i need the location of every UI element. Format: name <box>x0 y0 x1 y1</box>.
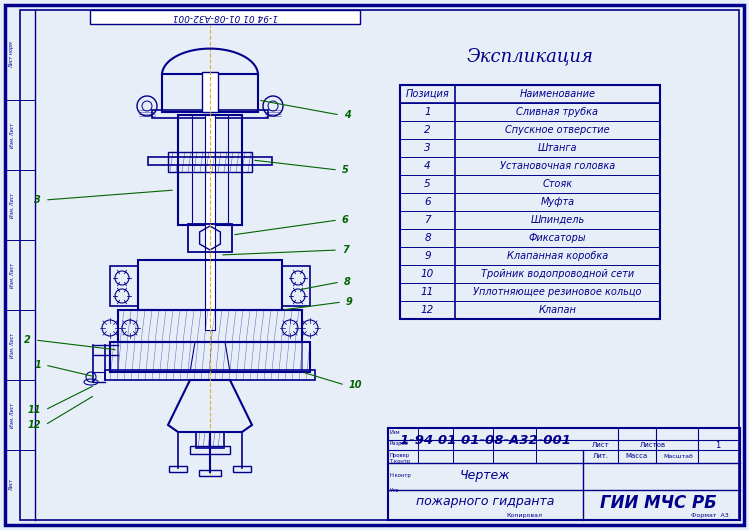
Text: Установочная головка: Установочная головка <box>500 161 615 171</box>
Text: Изм. Лист: Изм. Лист <box>10 402 14 428</box>
Text: 6: 6 <box>424 197 431 207</box>
Text: Позиция: Позиция <box>406 89 449 99</box>
Bar <box>169 466 187 472</box>
Text: 4: 4 <box>344 110 351 120</box>
Text: 1: 1 <box>424 107 431 117</box>
Bar <box>110 342 310 372</box>
Text: 6: 6 <box>342 215 349 225</box>
Text: Масса: Масса <box>626 453 648 459</box>
Text: 7: 7 <box>424 215 431 225</box>
Text: Провер: Провер <box>390 453 410 457</box>
Bar <box>196 432 224 448</box>
Text: Н.контр: Н.контр <box>390 473 412 479</box>
Text: 1: 1 <box>34 360 41 370</box>
Text: 11: 11 <box>28 405 41 415</box>
Text: Лист: Лист <box>592 442 610 448</box>
Bar <box>199 470 221 476</box>
Text: 9: 9 <box>424 251 431 261</box>
Text: Утв: Утв <box>390 488 399 492</box>
Bar <box>105 370 315 380</box>
Text: Сливная трубка: Сливная трубка <box>517 107 598 117</box>
Text: 12: 12 <box>28 420 41 430</box>
Bar <box>178 115 242 225</box>
Text: Уплотняющее резиновое кольцо: Уплотняющее резиновое кольцо <box>473 287 642 297</box>
Bar <box>190 446 230 454</box>
Text: Изм. Лист: Изм. Лист <box>10 192 14 217</box>
Text: Шпиндель: Шпиндель <box>530 215 585 225</box>
Text: 4: 4 <box>424 161 431 171</box>
Text: 2: 2 <box>424 125 431 135</box>
Bar <box>400 85 660 319</box>
Text: Разраб: Разраб <box>390 441 409 446</box>
Bar <box>118 310 302 342</box>
Text: Изм. Лист: Изм. Лист <box>10 122 14 147</box>
Text: Копировал: Копировал <box>506 514 542 518</box>
Text: Клапанная коробка: Клапанная коробка <box>507 251 608 261</box>
Text: Чертеж: Чертеж <box>460 470 510 482</box>
Bar <box>202 72 218 112</box>
Text: Лит.: Лит. <box>593 453 609 459</box>
Text: Экспликация: Экспликация <box>467 47 593 65</box>
Text: Формат  А3: Формат А3 <box>691 514 729 518</box>
Text: 8: 8 <box>344 277 351 287</box>
Bar <box>148 157 272 165</box>
Text: Т.контр: Т.контр <box>390 460 411 464</box>
Text: 1-94 01 01-08-А32-001: 1-94 01 01-08-А32-001 <box>172 13 278 22</box>
Text: Штанга: Штанга <box>538 143 577 153</box>
Text: 1: 1 <box>715 440 721 449</box>
Text: Тройник водопроводной сети: Тройник водопроводной сети <box>481 269 634 279</box>
Bar <box>168 152 252 172</box>
Text: Спускное отверстие: Спускное отверстие <box>505 125 610 135</box>
Text: 3: 3 <box>424 143 431 153</box>
Bar <box>282 266 310 306</box>
Text: Лист: Лист <box>10 479 14 491</box>
Text: Лист норм: Лист норм <box>10 42 14 68</box>
Bar <box>233 466 251 472</box>
Text: 10: 10 <box>349 380 363 390</box>
Bar <box>110 266 138 306</box>
Text: ГИИ МЧС РБ: ГИИ МЧС РБ <box>600 494 716 512</box>
Text: 12: 12 <box>421 305 434 315</box>
Bar <box>388 428 740 520</box>
Bar <box>90 10 360 24</box>
Bar <box>205 115 215 330</box>
Text: Наименование: Наименование <box>520 89 595 99</box>
Text: Клапан: Клапан <box>539 305 577 315</box>
Text: Фиксаторы: Фиксаторы <box>529 233 586 243</box>
Text: 10: 10 <box>421 269 434 279</box>
Text: Стояк: Стояк <box>542 179 572 189</box>
Text: 3: 3 <box>34 195 41 205</box>
Text: 1-94 01 01-08-А32-001: 1-94 01 01-08-А32-001 <box>399 434 571 446</box>
Bar <box>152 110 268 118</box>
Text: 5: 5 <box>424 179 431 189</box>
Text: пожарного гидранта: пожарного гидранта <box>416 496 554 508</box>
Text: 9: 9 <box>346 297 353 307</box>
Text: 2: 2 <box>24 335 31 345</box>
Text: Муфта: Муфта <box>541 197 574 207</box>
Text: Масштаб: Масштаб <box>663 454 693 458</box>
Text: 8: 8 <box>424 233 431 243</box>
Text: 5: 5 <box>342 165 349 175</box>
Bar <box>162 74 258 112</box>
Text: 11: 11 <box>421 287 434 297</box>
Bar <box>188 224 232 252</box>
Bar <box>138 260 282 310</box>
Text: 7: 7 <box>342 245 349 255</box>
Text: Изм. Лист: Изм. Лист <box>10 332 14 358</box>
Text: Изм. Лист: Изм. Лист <box>10 262 14 288</box>
Text: Изм: Изм <box>390 429 401 435</box>
Text: Листов: Листов <box>640 442 666 448</box>
